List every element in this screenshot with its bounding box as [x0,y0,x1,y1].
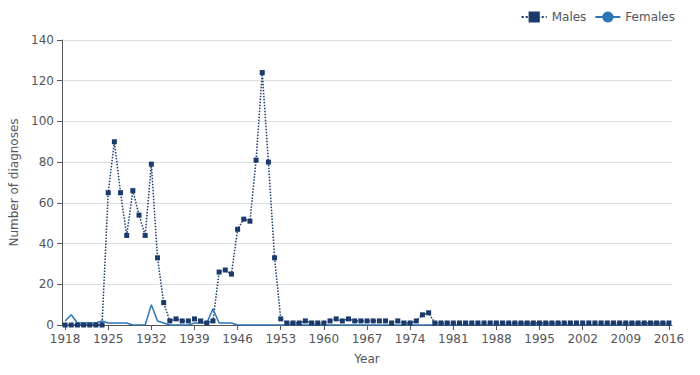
svg-text:Number of diagnoses: Number of diagnoses [7,118,21,246]
svg-text:2016: 2016 [654,332,685,346]
svg-text:80: 80 [39,155,54,169]
svg-text:2002: 2002 [567,332,598,346]
svg-text:20: 20 [39,277,54,291]
svg-text:2009: 2009 [611,332,642,346]
svg-text:1946: 1946 [222,332,253,346]
svg-text:1995: 1995 [524,332,555,346]
svg-text:1918: 1918 [50,332,81,346]
svg-text:1981: 1981 [438,332,469,346]
svg-text:1967: 1967 [352,332,383,346]
svg-text:0: 0 [46,318,54,332]
svg-text:100: 100 [31,114,54,128]
svg-text:1939: 1939 [179,332,210,346]
svg-text:1925: 1925 [93,332,124,346]
svg-text:Year: Year [353,352,379,366]
svg-text:1953: 1953 [265,332,296,346]
svg-text:140: 140 [31,33,54,47]
svg-text:40: 40 [39,237,54,251]
svg-text:60: 60 [39,196,54,210]
svg-text:Males: Males [552,10,587,24]
svg-text:120: 120 [31,74,54,88]
svg-text:1960: 1960 [309,332,340,346]
svg-text:Females: Females [625,10,675,24]
svg-text:1974: 1974 [395,332,426,346]
svg-text:1932: 1932 [136,332,167,346]
svg-text:1988: 1988 [481,332,512,346]
